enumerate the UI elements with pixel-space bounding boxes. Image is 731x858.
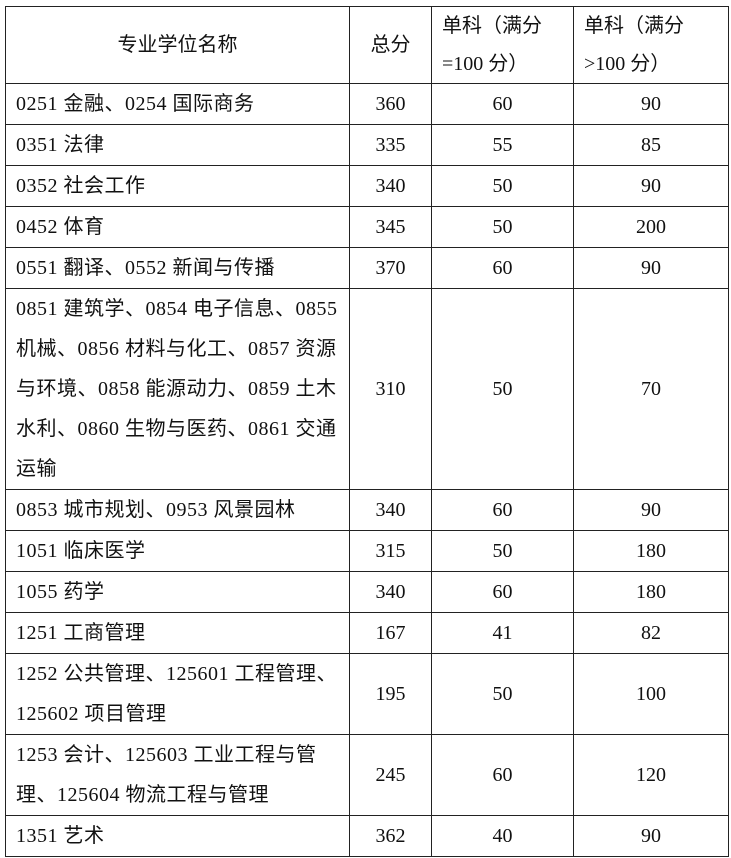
row-single-gt100: 180 bbox=[573, 530, 729, 572]
row-name: 1351 艺术 bbox=[5, 815, 350, 857]
row-single-100: 41 bbox=[431, 612, 574, 654]
row-name: 0351 法律 bbox=[5, 124, 350, 166]
row-name: 0352 社会工作 bbox=[5, 165, 350, 207]
row-name: 0551 翻译、0552 新闻与传播 bbox=[5, 247, 350, 289]
table-row: 0551 翻译、0552 新闻与传播 370 60 90 bbox=[5, 247, 729, 289]
header-single-100-line2: =100 分） bbox=[442, 53, 529, 75]
table-row: 0251 金融、0254 国际商务 360 60 90 bbox=[5, 83, 729, 125]
row-name: 1251 工商管理 bbox=[5, 612, 350, 654]
header-total: 总分 bbox=[349, 6, 432, 84]
row-single-100: 50 bbox=[431, 206, 574, 248]
table-row: 1253 会计、125603 工业工程与管理、125604 物流工程与管理 245… bbox=[5, 734, 729, 816]
row-single-gt100: 90 bbox=[573, 247, 729, 289]
row-total: 340 bbox=[349, 165, 432, 207]
row-single-gt100: 90 bbox=[573, 489, 729, 531]
table-header-row: 专业学位名称 总分 单科（满分 =100 分） 单科（满分 >100 分） bbox=[5, 6, 729, 84]
row-name: 1252 公共管理、125601 工程管理、125602 项目管理 bbox=[5, 653, 350, 735]
row-name: 1051 临床医学 bbox=[5, 530, 350, 572]
row-name: 1055 药学 bbox=[5, 571, 350, 613]
row-single-100: 60 bbox=[431, 489, 574, 531]
row-single-gt100: 90 bbox=[573, 83, 729, 125]
table-row: 0851 建筑学、0854 电子信息、0855 机械、0856 材料与化工、08… bbox=[5, 288, 729, 490]
row-single-gt100: 82 bbox=[573, 612, 729, 654]
row-single-100: 60 bbox=[431, 734, 574, 816]
table-row: 0853 城市规划、0953 风景园林 340 60 90 bbox=[5, 489, 729, 531]
header-single-gt100-line2: >100 分） bbox=[584, 53, 671, 75]
row-total: 370 bbox=[349, 247, 432, 289]
row-single-gt100: 120 bbox=[573, 734, 729, 816]
row-name: 0251 金融、0254 国际商务 bbox=[5, 83, 350, 125]
row-name: 0853 城市规划、0953 风景园林 bbox=[5, 489, 350, 531]
row-single-100: 50 bbox=[431, 653, 574, 735]
row-single-gt100: 70 bbox=[573, 288, 729, 490]
row-single-100: 60 bbox=[431, 247, 574, 289]
row-single-100: 50 bbox=[431, 288, 574, 490]
row-single-100: 50 bbox=[431, 165, 574, 207]
row-total: 340 bbox=[349, 571, 432, 613]
row-single-gt100: 90 bbox=[573, 815, 729, 857]
row-total: 340 bbox=[349, 489, 432, 531]
header-single-100-line1: 单科（满分 bbox=[442, 15, 542, 37]
table-row: 0352 社会工作 340 50 90 bbox=[5, 165, 729, 207]
row-total: 360 bbox=[349, 83, 432, 125]
table-row: 1252 公共管理、125601 工程管理、125602 项目管理 195 50 10… bbox=[5, 653, 729, 735]
row-single-100: 40 bbox=[431, 815, 574, 857]
row-total: 335 bbox=[349, 124, 432, 166]
row-single-gt100: 90 bbox=[573, 165, 729, 207]
row-total: 362 bbox=[349, 815, 432, 857]
row-single-gt100: 100 bbox=[573, 653, 729, 735]
row-total: 310 bbox=[349, 288, 432, 490]
row-total: 345 bbox=[349, 206, 432, 248]
table-row: 0452 体育 345 50 200 bbox=[5, 206, 729, 248]
row-total: 245 bbox=[349, 734, 432, 816]
row-single-gt100: 85 bbox=[573, 124, 729, 166]
table-row: 1055 药学 340 60 180 bbox=[5, 571, 729, 613]
row-total: 167 bbox=[349, 612, 432, 654]
row-single-100: 60 bbox=[431, 571, 574, 613]
header-single-gt100: 单科（满分 >100 分） bbox=[573, 6, 729, 84]
row-name: 0851 建筑学、0854 电子信息、0855 机械、0856 材料与化工、08… bbox=[5, 288, 350, 490]
header-name: 专业学位名称 bbox=[5, 6, 350, 84]
score-table: 专业学位名称 总分 单科（满分 =100 分） 单科（满分 >100 分） 0251… bbox=[5, 6, 729, 857]
row-single-gt100: 200 bbox=[573, 206, 729, 248]
row-single-100: 60 bbox=[431, 83, 574, 125]
row-total: 195 bbox=[349, 653, 432, 735]
table-row: 1351 艺术 362 40 90 bbox=[5, 815, 729, 857]
table-row: 1051 临床医学 315 50 180 bbox=[5, 530, 729, 572]
row-single-100: 50 bbox=[431, 530, 574, 572]
row-name: 0452 体育 bbox=[5, 206, 350, 248]
row-single-100: 55 bbox=[431, 124, 574, 166]
header-single-gt100-line1: 单科（满分 bbox=[584, 15, 684, 37]
header-single-100: 单科（满分 =100 分） bbox=[431, 6, 574, 84]
table-row: 1251 工商管理 167 41 82 bbox=[5, 612, 729, 654]
row-single-gt100: 180 bbox=[573, 571, 729, 613]
row-total: 315 bbox=[349, 530, 432, 572]
row-name: 1253 会计、125603 工业工程与管理、125604 物流工程与管理 bbox=[5, 734, 350, 816]
table-row: 0351 法律 335 55 85 bbox=[5, 124, 729, 166]
